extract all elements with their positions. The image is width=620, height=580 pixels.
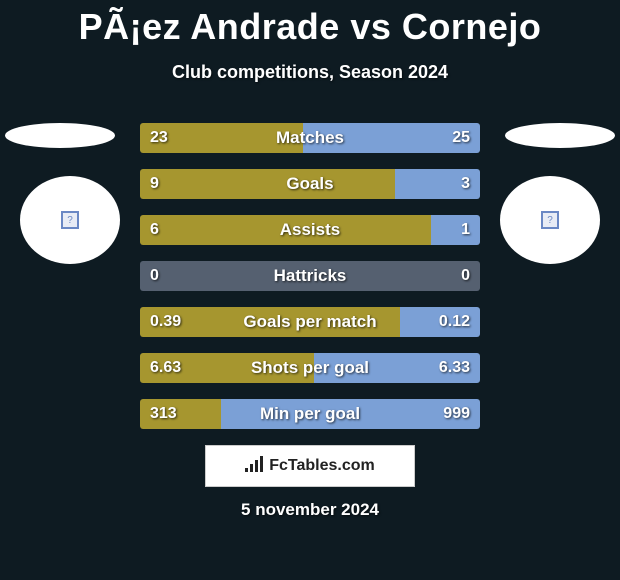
stat-row: Shots per goal6.636.33 bbox=[140, 353, 480, 383]
bar-segment-left bbox=[140, 353, 314, 383]
logo-text: FcTables.com bbox=[269, 457, 375, 475]
player-badge-left: ? bbox=[20, 176, 120, 264]
stats-bar-chart: Matches2325 Goals93 Assists61 Hattricks00 Go… bbox=[140, 123, 480, 445]
bar-segment-right bbox=[400, 307, 480, 337]
stat-row: Goals per match0.390.12 bbox=[140, 307, 480, 337]
stat-row: Matches2325 bbox=[140, 123, 480, 153]
player-badge-right: ? bbox=[500, 176, 600, 264]
bar-segment-left bbox=[140, 261, 310, 291]
bar-segment-left bbox=[140, 307, 400, 337]
bar-segment-left bbox=[140, 215, 431, 245]
bar-segment-right bbox=[431, 215, 480, 245]
bar-segment-left bbox=[140, 169, 395, 199]
subtitle: Club competitions, Season 2024 bbox=[0, 62, 620, 83]
bar-segment-right bbox=[314, 353, 480, 383]
bar-segment-right bbox=[303, 123, 480, 153]
date-text: 5 november 2024 bbox=[0, 500, 620, 520]
stat-row: Hattricks00 bbox=[140, 261, 480, 291]
fctables-logo: FcTables.com bbox=[205, 445, 415, 487]
bar-segment-right bbox=[310, 261, 480, 291]
club-badge-left bbox=[5, 123, 115, 148]
club-badge-right bbox=[505, 123, 615, 148]
bar-segment-right bbox=[395, 169, 480, 199]
bar-segment-left bbox=[140, 399, 221, 429]
bar-segment-right bbox=[221, 399, 480, 429]
stat-row: Goals93 bbox=[140, 169, 480, 199]
signal-icon bbox=[245, 456, 265, 477]
bar-segment-left bbox=[140, 123, 303, 153]
stat-row: Min per goal313999 bbox=[140, 399, 480, 429]
image-placeholder-icon: ? bbox=[541, 211, 559, 229]
image-placeholder-icon: ? bbox=[61, 211, 79, 229]
stat-row: Assists61 bbox=[140, 215, 480, 245]
page-title: PÃ¡ez Andrade vs Cornejo bbox=[0, 0, 620, 48]
